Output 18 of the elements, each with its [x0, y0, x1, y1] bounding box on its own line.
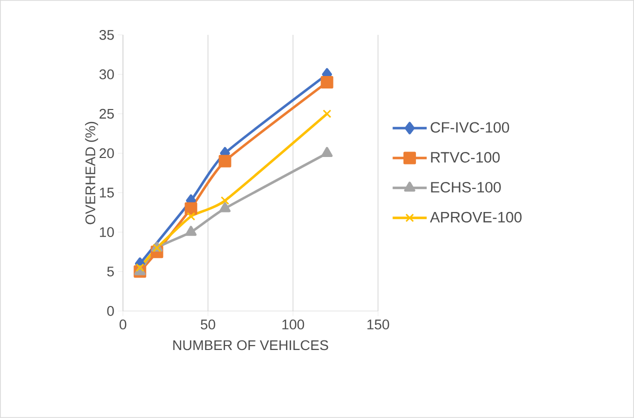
legend-label: CF-IVC-100	[430, 122, 510, 133]
y-tick-label: 10	[100, 227, 114, 238]
x-tick-label: 100	[282, 320, 304, 330]
y-tick-label: 20	[100, 148, 114, 158]
y-tick-label: 25	[100, 108, 114, 119]
legend-label: ECHS-100	[431, 182, 501, 193]
y-axis-title: OVERHEAD (%)	[85, 122, 98, 224]
y-tick-label: 5	[107, 266, 114, 276]
x-tick-label: 0	[120, 320, 126, 330]
legend-label: APROVE-100	[430, 212, 522, 222]
legend-label: RTVC-100	[431, 152, 500, 163]
x-axis-title: NUMBER OF VEHILCES	[173, 340, 328, 350]
y-tick-label: 0	[107, 306, 114, 316]
x-tick-label: 50	[200, 320, 216, 330]
y-tick-label: 30	[99, 69, 114, 80]
y-tick-label: 15	[100, 188, 114, 198]
y-tick-label: 35	[99, 30, 114, 40]
x-tick-label: 150	[367, 320, 390, 330]
